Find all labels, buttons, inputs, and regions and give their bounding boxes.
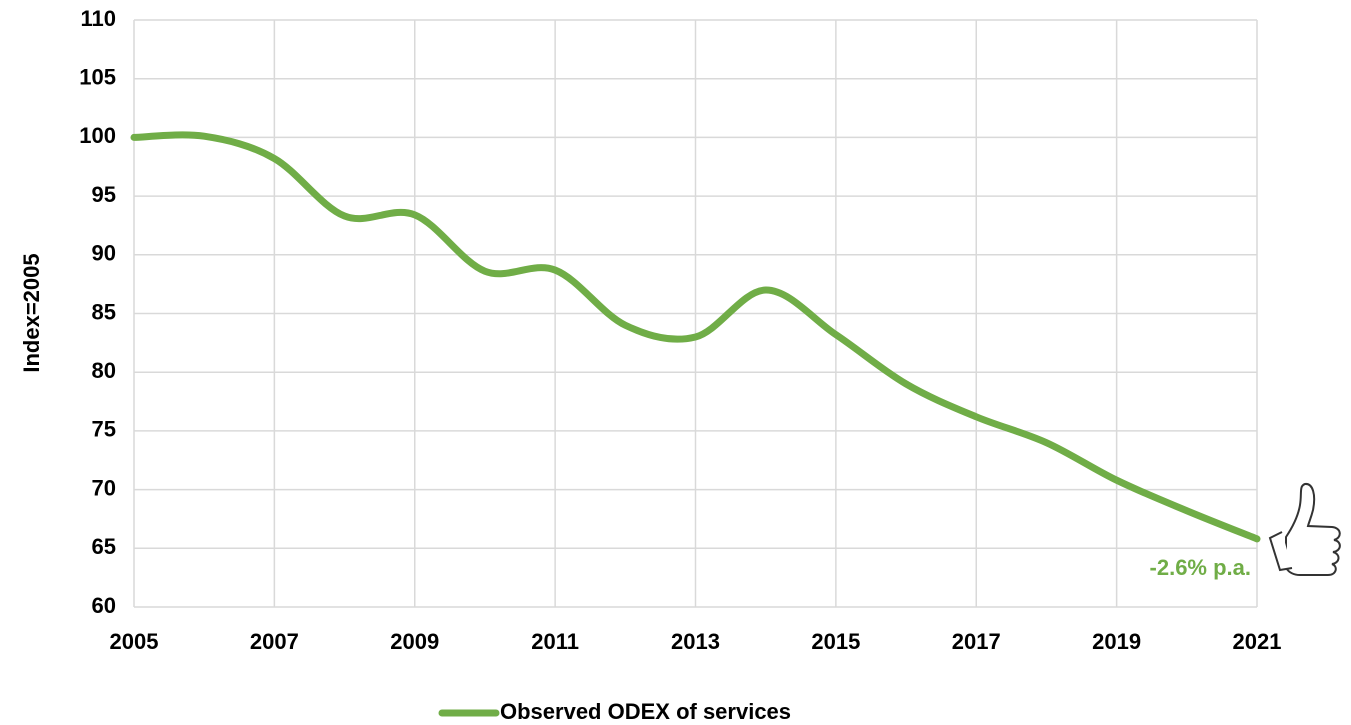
data-line bbox=[130, 131, 1261, 543]
x-tick-label: 2021 bbox=[1233, 629, 1282, 654]
x-tick-label: 2009 bbox=[390, 629, 439, 654]
x-tick-label: 2011 bbox=[531, 629, 579, 654]
y-tick-label: 110 bbox=[81, 6, 117, 31]
x-tick-label: 2015 bbox=[811, 629, 860, 654]
thumbs-up-icon bbox=[1268, 483, 1341, 576]
y-tick-label: 65 bbox=[92, 534, 116, 559]
y-tick-label: 75 bbox=[92, 417, 116, 442]
x-tick-label: 2005 bbox=[110, 629, 159, 654]
x-tick-label: 2007 bbox=[250, 629, 299, 654]
y-tick-label: 85 bbox=[92, 299, 116, 324]
annotation: -2.6% p.a. bbox=[1150, 555, 1251, 580]
y-tick-label: 100 bbox=[79, 123, 116, 148]
y-tick-label: 90 bbox=[92, 241, 116, 266]
legend-label: Observed ODEX of services bbox=[500, 699, 791, 724]
y-tick-label: 105 bbox=[79, 65, 116, 90]
y-tick-label: 60 bbox=[92, 593, 116, 618]
y-tick-label: 95 bbox=[92, 182, 116, 207]
x-tick-label: 2017 bbox=[952, 629, 1001, 654]
y-tick-label: 80 bbox=[92, 358, 116, 383]
y-tick-label: 70 bbox=[92, 475, 116, 500]
y-axis-label: Index=2005 bbox=[19, 253, 44, 372]
x-tick-label: 2019 bbox=[1092, 629, 1141, 654]
x-tick-label: 2013 bbox=[671, 629, 720, 654]
